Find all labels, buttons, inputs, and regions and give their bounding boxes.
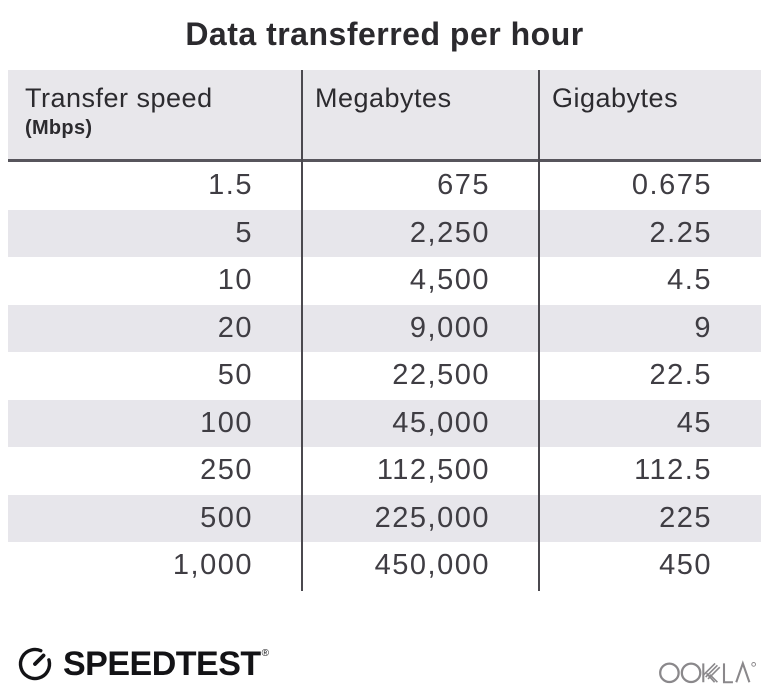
cell-megabytes: 675: [437, 169, 490, 202]
cell-megabytes: 45,000: [392, 406, 490, 439]
cell-megabytes: 450,000: [374, 549, 490, 582]
cell-speed: 20: [217, 311, 253, 344]
cell-gigabytes: 112.5: [634, 454, 712, 487]
registered-trademark-mark: ®: [261, 647, 270, 659]
table-row: 100 45,000 45: [8, 399, 761, 447]
table-row: 5 2,250 2.25: [8, 209, 761, 257]
table-row: 1.5 675 0.675: [8, 162, 761, 210]
page-title: Data transferred per hour: [185, 16, 584, 52]
speedtest-logo: SPEEDTEST ®: [16, 645, 270, 683]
cell-gigabytes: 4.5: [667, 264, 712, 297]
cell-megabytes: 112,500: [376, 454, 490, 487]
cell-speed: 5: [235, 216, 253, 249]
speedtest-wordmark: SPEEDTEST: [63, 645, 261, 683]
cell-gigabytes: 22.5: [649, 359, 712, 392]
column-divider: [301, 70, 303, 591]
table-row: 10 4,500 4.5: [8, 257, 761, 305]
gauge-icon: [18, 647, 52, 681]
table-header-row: Transfer speed (Mbps) Megabytes Gigabyte…: [8, 70, 761, 162]
table-row: 1,000 450,000 450: [8, 542, 761, 590]
column-header-label: Transfer speed: [25, 83, 213, 113]
cell-megabytes: 9,000: [409, 311, 490, 344]
ookla-logo: [656, 654, 760, 686]
cell-speed: 1.5: [208, 169, 253, 202]
cell-gigabytes: 2.25: [649, 216, 712, 249]
cell-gigabytes: 450: [659, 549, 712, 582]
cell-speed: 50: [217, 359, 253, 392]
cell-gigabytes: 45: [676, 406, 712, 439]
table-row: 50 22,500 22.5: [8, 352, 761, 400]
cell-megabytes: 22,500: [392, 359, 490, 392]
cell-gigabytes: 9: [694, 311, 712, 344]
table-row: 250 112,500 112.5: [8, 447, 761, 495]
cell-megabytes: 2,250: [409, 216, 490, 249]
cell-speed: 500: [200, 501, 253, 534]
column-header-label: Megabytes: [315, 83, 452, 113]
cell-gigabytes: 225: [659, 501, 712, 534]
ookla-wordmark-icon: [659, 660, 756, 684]
column-header-gigabytes: Gigabytes: [539, 70, 761, 159]
table-row: 500 225,000 225: [8, 494, 761, 542]
cell-speed: 100: [200, 406, 253, 439]
column-header-transfer-speed: Transfer speed (Mbps): [8, 70, 302, 159]
cell-gigabytes: 0.675: [631, 169, 712, 202]
cell-megabytes: 4,500: [409, 264, 490, 297]
column-divider: [538, 70, 540, 591]
column-header-megabytes: Megabytes: [302, 70, 539, 159]
table-body: 1.5 675 0.675 5 2,250 2.25 10 4,500 4.5 …: [8, 162, 761, 590]
table-row: 20 9,000 9: [8, 304, 761, 352]
data-table: Transfer speed (Mbps) Megabytes Gigabyte…: [8, 70, 761, 591]
cell-speed: 250: [200, 454, 253, 487]
column-header-unit: (Mbps): [25, 117, 93, 139]
cell-speed: 10: [217, 264, 253, 297]
cell-speed: 1,000: [172, 549, 253, 582]
cell-megabytes: 225,000: [374, 501, 490, 534]
column-header-label: Gigabytes: [552, 83, 679, 113]
